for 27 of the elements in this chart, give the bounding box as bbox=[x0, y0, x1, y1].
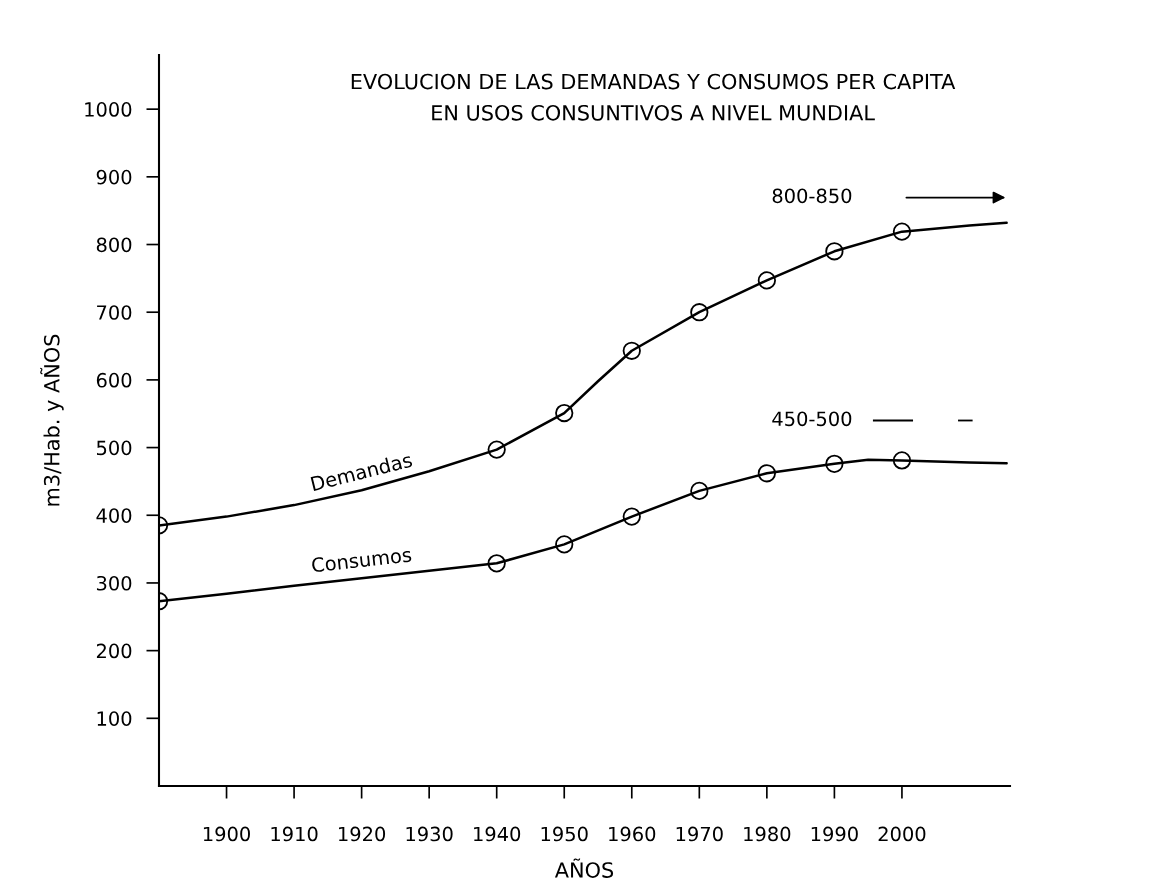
x-tick-label: 1980 bbox=[744, 826, 791, 842]
y-tick-label: 700 bbox=[97, 305, 132, 320]
x-tick-label: 1960 bbox=[609, 826, 656, 842]
y-tick-label: 100 bbox=[97, 711, 132, 726]
x-axis-title: AÑOS bbox=[554, 858, 614, 878]
x-tick-label: 1930 bbox=[406, 826, 453, 842]
text: Consumos bbox=[311, 547, 412, 573]
text: EVOLUCION DE LAS DEMANDAS Y CONSUMOS PER CAPITA EN USOS CONSUNTIVOS A NIVEL MUNDIAL bbox=[351, 73, 956, 121]
x-tick-label: 1990 bbox=[811, 826, 858, 842]
y-tick-label: 500 bbox=[97, 440, 132, 456]
x-tick-label: 1900 bbox=[203, 826, 250, 842]
x-tick-label: 1940 bbox=[474, 826, 521, 842]
x-tick-label: 1950 bbox=[541, 826, 588, 842]
y-tick-label: 200 bbox=[96, 643, 132, 659]
annotation: 800-850 bbox=[772, 188, 852, 204]
x-tick-label: 2000 bbox=[878, 826, 926, 842]
y-tick-label: 900 bbox=[96, 169, 132, 185]
x-tick-label: 1970 bbox=[676, 826, 723, 842]
y-tick-label: 600 bbox=[96, 372, 132, 388]
y-tick-label: 1000 bbox=[85, 102, 132, 117]
x-tick-label: 1910 bbox=[271, 826, 318, 842]
annotation: 450-500 bbox=[772, 411, 852, 427]
y-tick-label: 300 bbox=[96, 575, 132, 591]
y-tick-label: 800 bbox=[96, 237, 132, 253]
y-tick-label: 400 bbox=[96, 508, 132, 523]
y-axis-title: m3/Hab. y AÑOS bbox=[40, 334, 64, 506]
x-tick-label: 1920 bbox=[339, 826, 386, 842]
